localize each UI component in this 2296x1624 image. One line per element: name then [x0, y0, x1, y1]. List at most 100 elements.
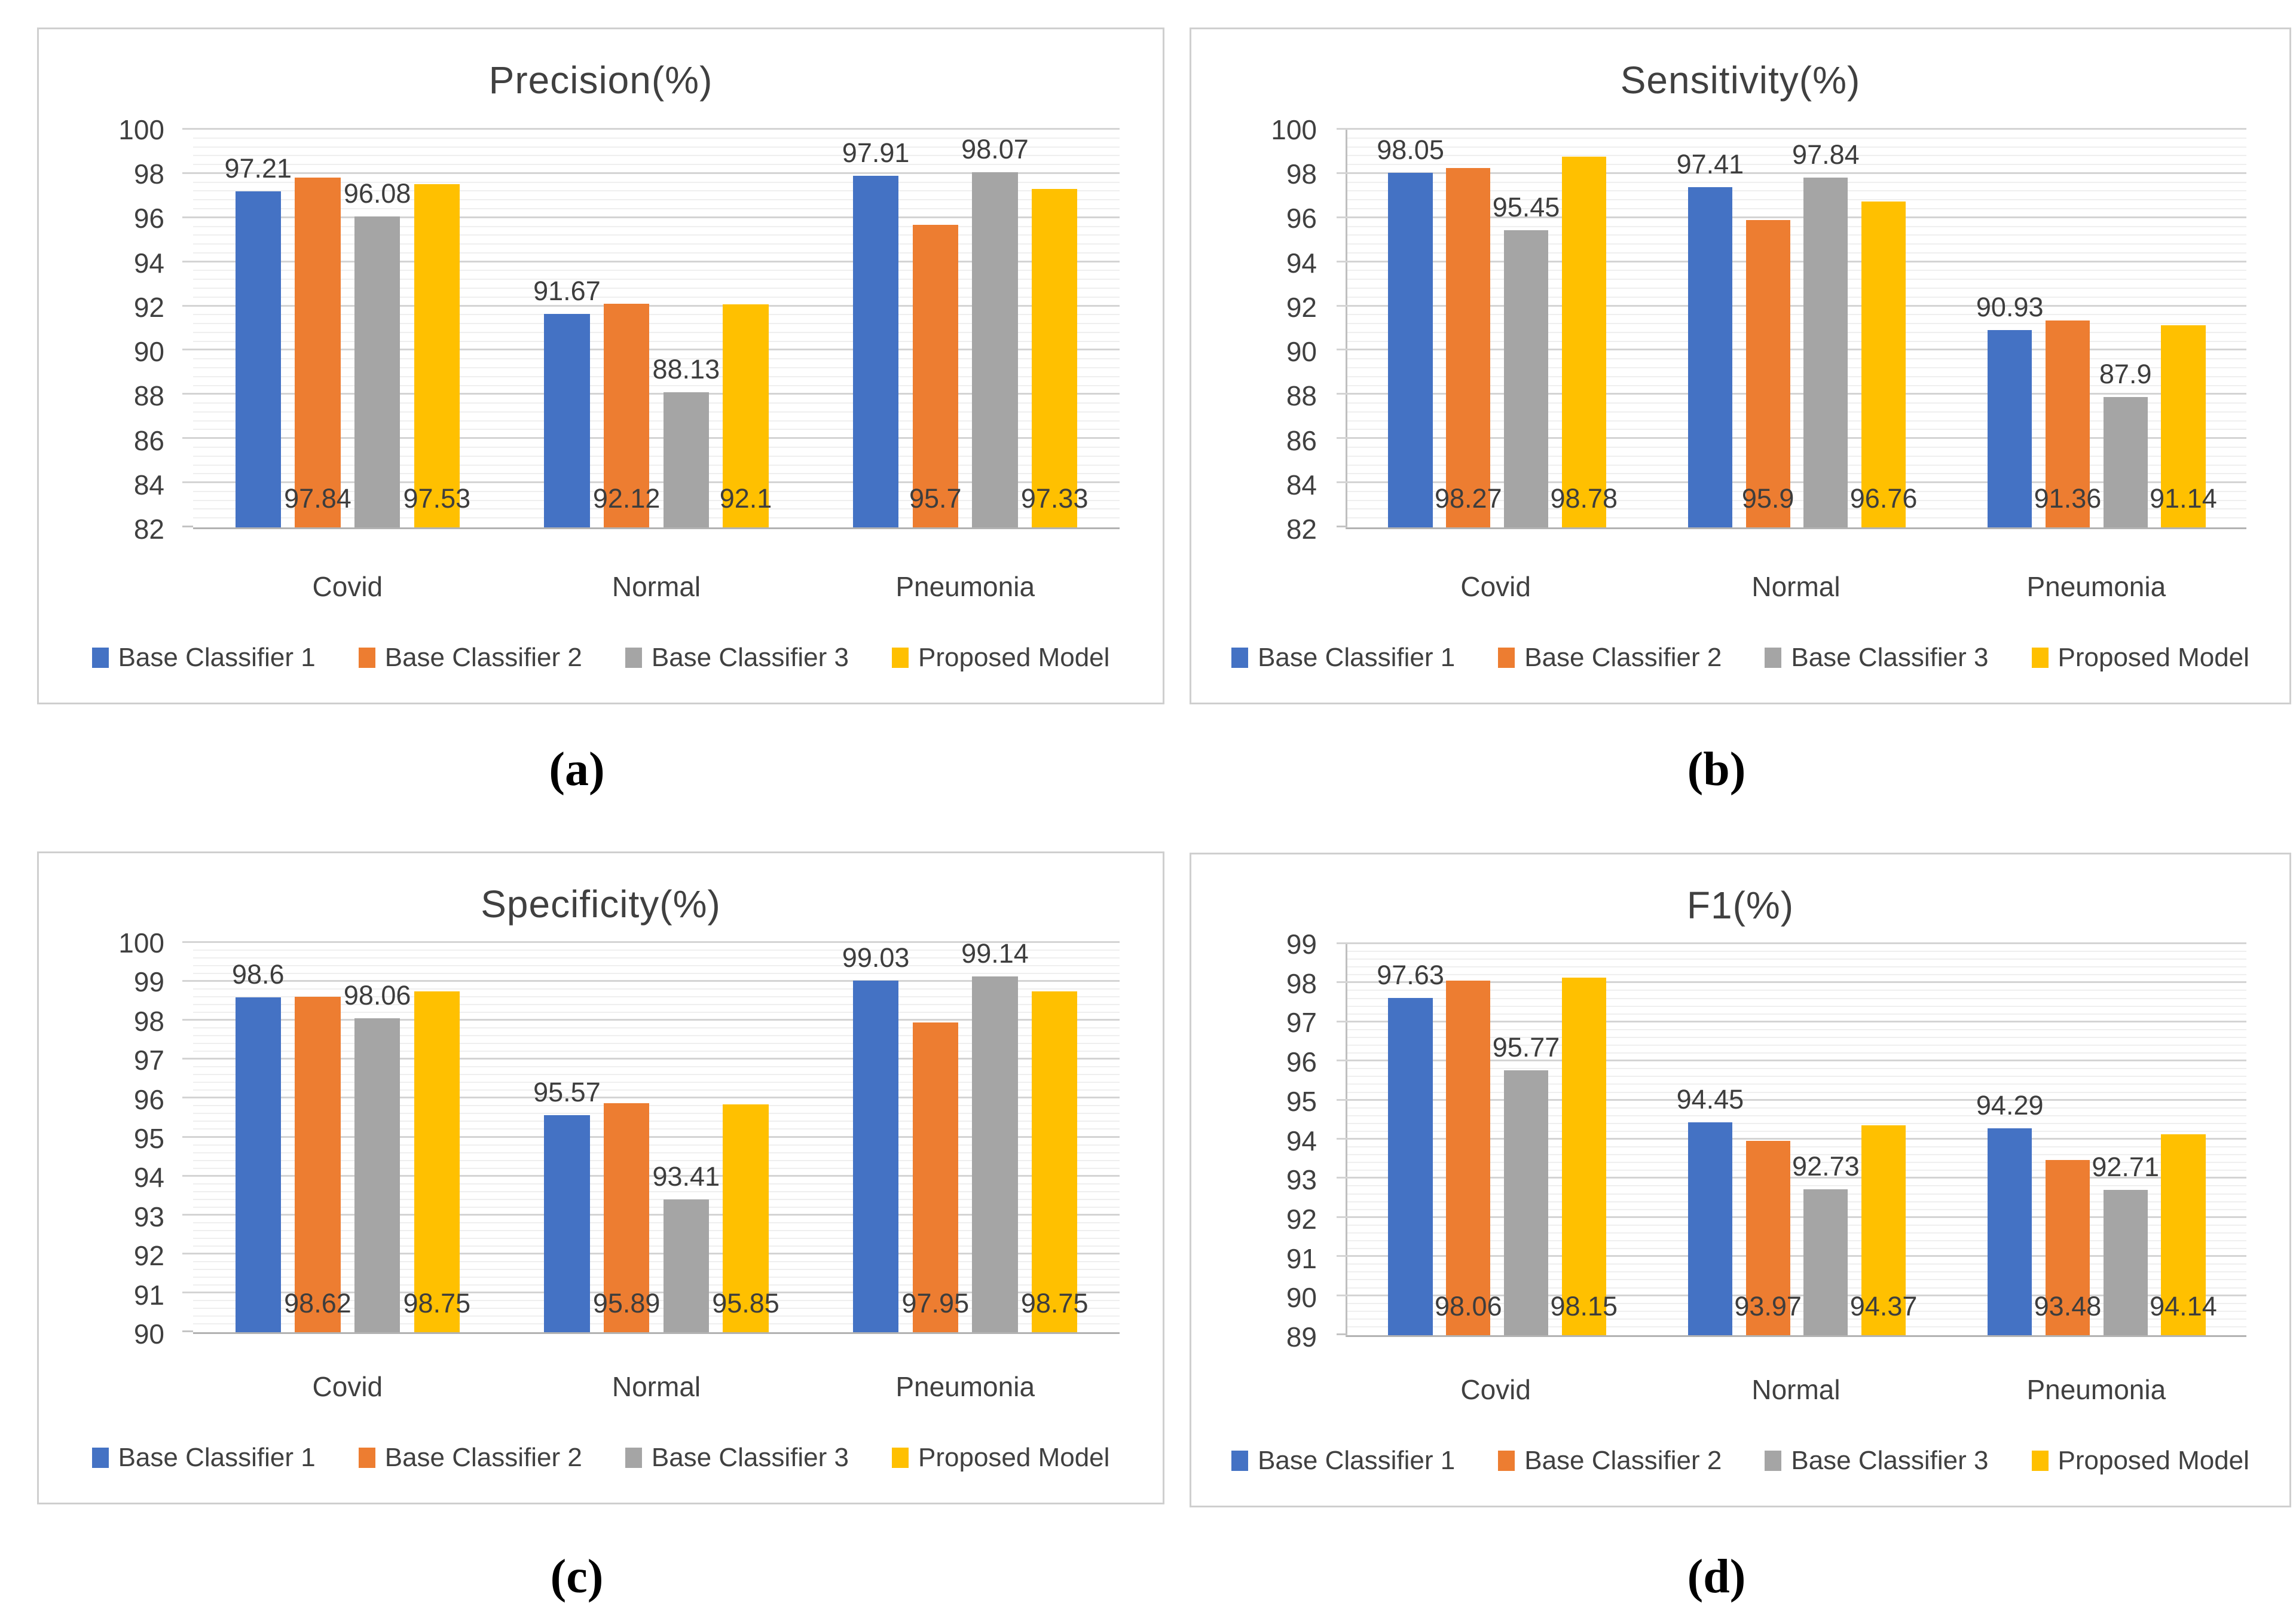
- minor-gridline: [1347, 225, 2246, 227]
- legend-item-proposed-model: Proposed Model: [892, 1443, 1109, 1473]
- minor-gridline: [193, 1245, 1120, 1247]
- minor-gridline: [1347, 447, 2246, 448]
- minor-gridline: [1347, 340, 2246, 342]
- y-axis-tick-label: 93: [1286, 1164, 1317, 1196]
- legend-item-base-classifier-3: Base Classifier 3: [625, 1443, 849, 1473]
- minor-gridline: [193, 517, 1120, 519]
- bar-proposed-model-covid: 98.15: [1550, 977, 1618, 1335]
- bar-base-classifier-1-pneumonia: 94.29: [1976, 1092, 2044, 1335]
- legend-swatch-base-classifier-3: [1765, 648, 1782, 668]
- major-gridline: [1337, 393, 2246, 395]
- major-gridline: [1337, 1138, 2246, 1140]
- major-gridline: [1337, 304, 2246, 307]
- data-label: 98.6: [231, 959, 285, 990]
- minor-gridline: [1347, 358, 2246, 360]
- minor-gridline: [193, 1276, 1120, 1278]
- category-label-normal: Normal: [1751, 571, 1841, 602]
- minor-gridline: [1347, 252, 2246, 254]
- y-axis-tick-label: 94: [1286, 1125, 1317, 1156]
- minor-gridline: [1347, 1302, 2246, 1304]
- minor-gridline: [193, 988, 1120, 990]
- minor-gridline: [193, 155, 1120, 157]
- y-axis-tick-label: 96: [1286, 203, 1317, 234]
- data-label: 97.41: [1676, 148, 1744, 179]
- major-gridline: [182, 941, 1120, 943]
- minor-gridline: [193, 1027, 1120, 1029]
- caption-d: (d): [1687, 1550, 1746, 1603]
- minor-gridline: [193, 499, 1120, 501]
- data-label: 96.76: [1849, 483, 1918, 514]
- minor-gridline: [1347, 1107, 2246, 1109]
- major-gridline: [182, 1097, 1120, 1099]
- category-label-covid: Covid: [312, 571, 383, 602]
- axis-tick: [182, 1330, 193, 1332]
- minor-gridline: [1347, 1279, 2246, 1281]
- chart-panel-d: F1(%) 99 98 97 96 95 94 93 92 91 90 89 97.63 98.06 95.…: [1190, 853, 2291, 1507]
- y-axis-tick-label: 100: [118, 927, 164, 958]
- data-label: 98.75: [403, 1288, 471, 1318]
- legend-item-base-classifier-3: Base Classifier 3: [1765, 1446, 1989, 1476]
- legend-item-base-classifier-1: Base Classifier 1: [91, 1443, 316, 1473]
- minor-gridline: [1347, 499, 2246, 501]
- minor-gridline: [1347, 1271, 2246, 1273]
- y-axis-tick-label: 91: [133, 1279, 164, 1311]
- caption-c: (c): [550, 1550, 604, 1603]
- minor-gridline: [193, 367, 1120, 368]
- major-gridline: [1337, 216, 2246, 218]
- bar-base-classifier-2-pneumonia: 91.36: [2034, 320, 2101, 527]
- minor-gridline: [193, 1190, 1120, 1192]
- legend-swatch-base-classifier-2: [358, 1448, 375, 1468]
- legend-swatch-proposed-model: [2031, 648, 2049, 668]
- legend-label: Base Classifier 1: [1258, 643, 1456, 672]
- bar-base-classifier-2-covid: 97.84: [284, 177, 351, 527]
- legend-label: Base Classifier 1: [1258, 1446, 1456, 1475]
- bar-base-classifier-1-pneumonia: 90.93: [1976, 294, 2044, 527]
- minor-gridline: [1347, 1224, 2246, 1226]
- y-axis-tick-label: 90: [1286, 336, 1317, 368]
- y-axis-tick-label: 96: [133, 1083, 164, 1115]
- minor-gridline: [193, 420, 1120, 422]
- chart-panel-a: Precision(%) 100 98 96 94 92 90 88 86 84 82 97.21 97…: [37, 28, 1164, 704]
- major-gridline: [1337, 172, 2246, 174]
- y-axis-tick-label: 93: [133, 1201, 164, 1232]
- legend-swatch-proposed-model: [892, 648, 909, 668]
- minor-gridline: [193, 1105, 1120, 1107]
- category-group-pneumonia: 99.03 97.95 99.14 98.75: [811, 938, 1120, 1332]
- data-label: 94.14: [2150, 1291, 2217, 1321]
- category-group-covid: 97.63 98.06 95.77 98.15: [1347, 944, 1647, 1335]
- minor-gridline: [193, 1152, 1120, 1153]
- data-label: 97.84: [1792, 139, 1860, 170]
- category-group-covid: 98.6 98.62 98.06 98.75: [193, 943, 502, 1332]
- minor-gridline: [1347, 1326, 2246, 1327]
- minor-gridline: [1347, 490, 2246, 492]
- minor-gridline: [1347, 1013, 2246, 1015]
- legend-item-proposed-model: Proposed Model: [892, 643, 1109, 673]
- data-label: 97.21: [224, 153, 292, 184]
- y-axis-tick-label: 94: [133, 1162, 164, 1193]
- minor-gridline: [193, 1144, 1120, 1146]
- legend-item-base-classifier-1: Base Classifier 1: [1231, 1446, 1455, 1476]
- chart-title: Precision(%): [488, 59, 713, 102]
- minor-gridline: [1347, 1076, 2246, 1077]
- minor-gridline: [1347, 296, 2246, 298]
- minor-gridline: [1347, 517, 2246, 519]
- major-gridline: [1337, 349, 2246, 351]
- minor-gridline: [1347, 279, 2246, 280]
- minor-gridline: [1347, 1045, 2246, 1046]
- minor-gridline: [193, 1012, 1120, 1014]
- minor-gridline: [1347, 199, 2246, 201]
- data-label: 95.7: [909, 483, 962, 514]
- category-group-pneumonia: 90.93 91.36 87.9 91.14: [1947, 130, 2246, 527]
- bar-base-classifier-3-pneumonia: 87.9: [2099, 361, 2151, 527]
- y-axis-tick-label: 88: [133, 380, 164, 412]
- minor-gridline: [193, 1113, 1120, 1115]
- major-gridline: [182, 128, 1120, 130]
- data-label: 99.14: [961, 938, 1029, 969]
- major-gridline: [182, 304, 1120, 307]
- data-label: 98.06: [1434, 1291, 1502, 1321]
- legend-swatch-base-classifier-3: [1765, 1451, 1782, 1471]
- minor-gridline: [1347, 1162, 2246, 1164]
- caption-a: (a): [549, 743, 605, 796]
- bar-proposed-model-normal: 94.37: [1850, 1125, 1917, 1335]
- bar-base-classifier-2-pneumonia: 93.48: [2034, 1160, 2101, 1335]
